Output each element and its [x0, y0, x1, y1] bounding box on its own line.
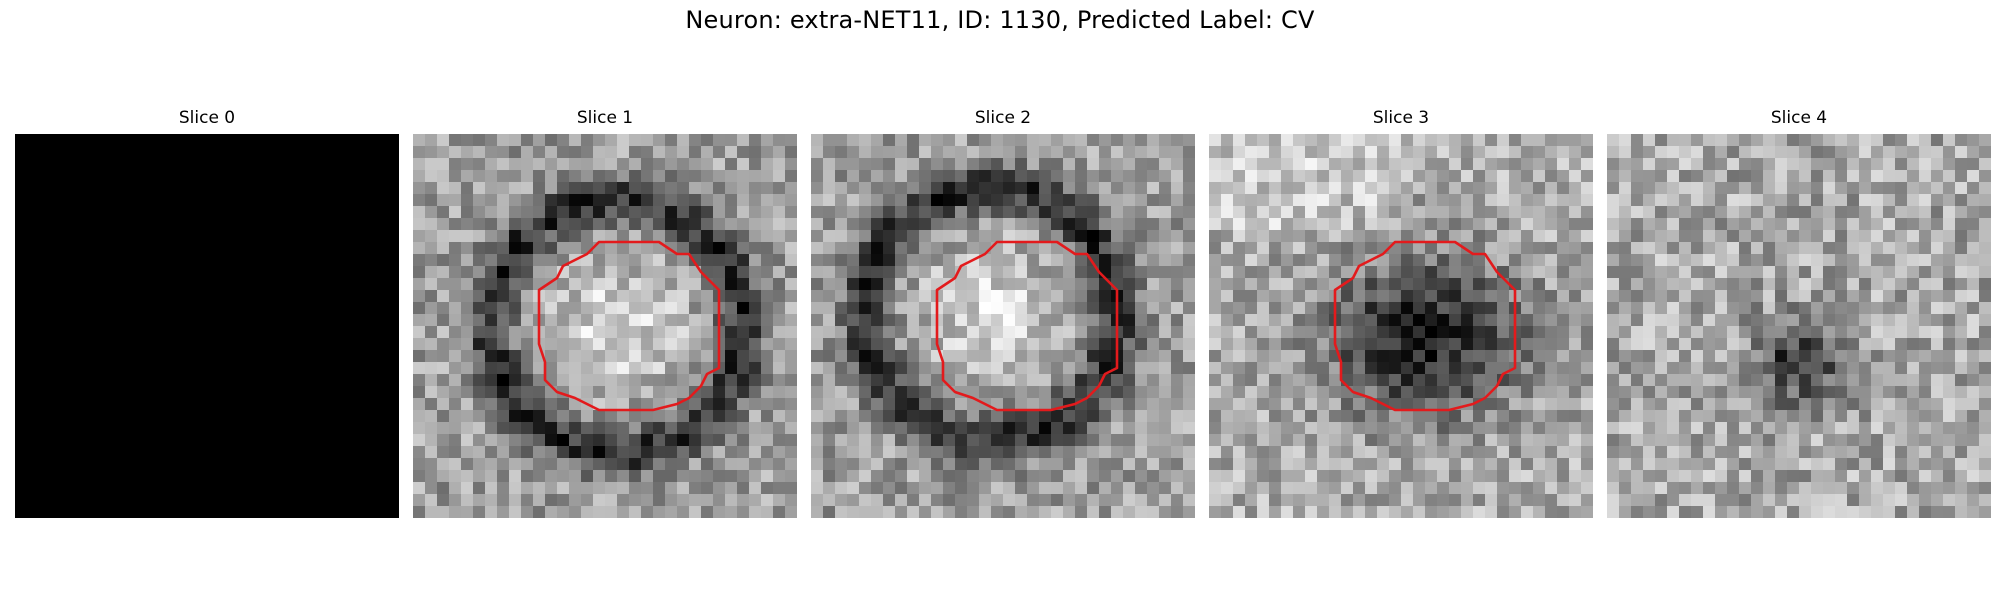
slice-image	[15, 134, 399, 518]
slice-title: Slice 0	[178, 108, 236, 128]
slice-image	[1209, 134, 1593, 518]
roi-outline	[935, 240, 1119, 412]
figure-title: Neuron: extra-NET11, ID: 1130, Predicted…	[685, 6, 1315, 34]
slice-image	[811, 134, 1195, 518]
slice-title: Slice 3	[1372, 108, 1430, 128]
roi-outline	[1333, 240, 1517, 412]
slice-title: Slice 4	[1770, 108, 1828, 128]
slice-title: Slice 1	[576, 108, 634, 128]
roi-outline	[537, 240, 721, 412]
slice-title: Slice 2	[974, 108, 1032, 128]
slice-image	[1607, 134, 1991, 518]
slice-image	[413, 134, 797, 518]
